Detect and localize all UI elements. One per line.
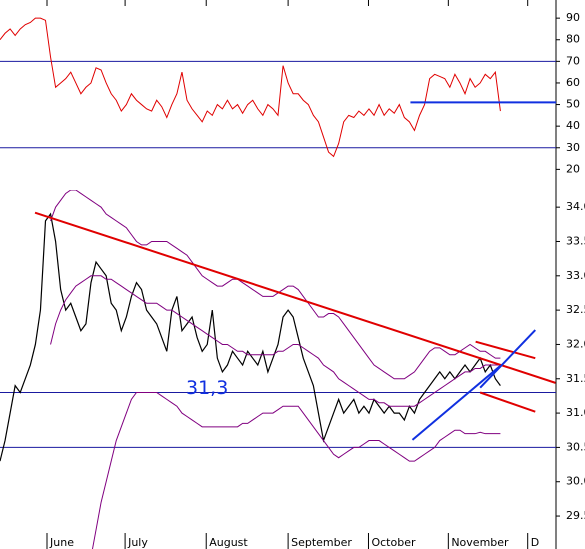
trend-line — [479, 329, 536, 389]
x-tick-label: August — [209, 536, 248, 549]
y-tick-label: 60 — [566, 76, 580, 89]
trend-line — [475, 340, 536, 360]
x-tick-label: June — [49, 536, 74, 549]
series-line — [50, 275, 501, 407]
x-tick-label: October — [371, 536, 415, 549]
series-line — [0, 17, 501, 158]
x-tick-label: September — [291, 536, 352, 549]
y-tick-label: 32.5 — [566, 303, 585, 316]
y-tick-label: 33.5 — [566, 234, 585, 247]
y-tick-label: 31.5 — [566, 372, 585, 385]
series-line — [91, 392, 501, 549]
y-tick-label: 33.0 — [566, 269, 585, 282]
trend-line — [411, 364, 502, 441]
y-tick-label: 80 — [566, 33, 580, 46]
y-tick-label: 29.5 — [566, 509, 585, 522]
y-tick-label: 70 — [566, 54, 580, 67]
y-tick-label: 30 — [566, 141, 580, 154]
level-label: 31,3 — [186, 377, 228, 399]
y-tick-label: 34.0 — [566, 200, 585, 213]
x-tick-label: D — [531, 536, 539, 549]
series-line — [50, 190, 501, 380]
panel — [0, 17, 556, 158]
x-tick-label: November — [451, 536, 509, 549]
y-tick-label: 32.0 — [566, 337, 585, 350]
y-tick-label: 30.0 — [566, 475, 585, 488]
y-tick-label: 50 — [566, 98, 580, 111]
x-tick-label: July — [127, 536, 148, 549]
panel — [0, 190, 556, 549]
y-tick-label: 90 — [566, 11, 580, 24]
trend-line — [479, 391, 536, 413]
trend-line — [34, 211, 556, 384]
y-tick-label: 31.0 — [566, 406, 585, 419]
y-tick-label: 40 — [566, 119, 580, 132]
y-tick-label: 20 — [566, 162, 580, 175]
y-tick-label: 30.5 — [566, 440, 585, 453]
